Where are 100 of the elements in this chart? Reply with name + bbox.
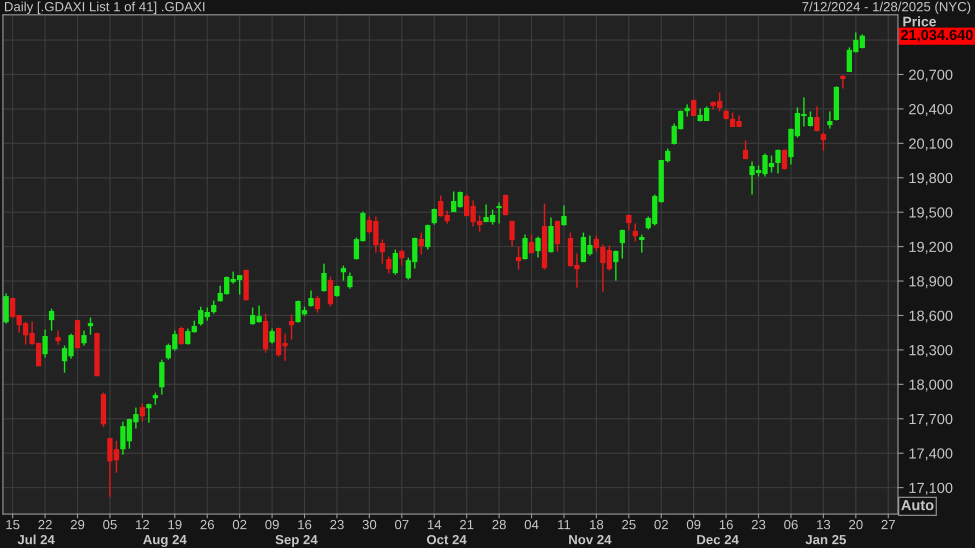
y-tick-label: 18,300 [910, 345, 952, 358]
x-tick-label: 27 [882, 520, 895, 530]
candlestick [723, 108, 729, 120]
x-tick-label: 11 [558, 520, 570, 530]
y-tick-label: 19,500 [910, 207, 952, 220]
candlestick [159, 358, 164, 396]
x-tick-label: 06 [784, 520, 798, 530]
candlestick [620, 228, 625, 260]
x-tick-label: 07 [394, 520, 408, 530]
candlestick [639, 234, 644, 254]
candlestick [535, 236, 541, 258]
candlestick [48, 308, 54, 332]
candlestick [81, 330, 87, 346]
x-tick-label: 26 [200, 520, 214, 530]
x-tick-label: 02 [654, 520, 668, 530]
candlestick [321, 262, 327, 292]
text: Aug 24 [143, 534, 187, 547]
candlestick [782, 148, 788, 170]
candlestick [88, 316, 94, 336]
candlestick [496, 202, 502, 224]
candlestick [522, 234, 528, 260]
candlestick [516, 246, 522, 270]
x-tick-label: 15 [6, 520, 20, 530]
x-tick-label: 18 [590, 520, 604, 530]
text: 21,034.640 [900, 30, 973, 42]
candlestick [425, 224, 430, 250]
x-tick-label: 16 [298, 520, 312, 530]
x-tick-label: 19 [168, 520, 182, 530]
candlestick [502, 194, 508, 216]
x-tick-label: 02 [232, 520, 246, 530]
x-tick-label: 28 [492, 520, 506, 530]
candlestick [840, 74, 846, 90]
candlestick [775, 148, 781, 174]
y-tick-label: 20,100 [909, 138, 952, 150]
x-tick-label: 22 [38, 520, 52, 530]
y-tick-label: 19,800 [910, 172, 952, 185]
chart-title: Daily [.GDAXI List 1 of 41] .GDAXI [4, 2, 204, 14]
x-tick-label: 09 [265, 520, 279, 530]
text: Dec 24 [697, 534, 739, 544]
x-tick-label: 25 [622, 520, 636, 530]
candlestick [211, 300, 216, 314]
candlestick [392, 248, 398, 276]
candlestick [334, 284, 340, 298]
text: Jul 24 [18, 534, 55, 544]
candlestick [814, 106, 820, 132]
candlestick [554, 220, 560, 252]
candlestick [308, 290, 314, 308]
candlestick [691, 98, 696, 116]
candlestick [328, 276, 334, 307]
text: Oct 24 [426, 534, 467, 544]
y-tick-label: 17,100 [910, 482, 952, 495]
x-tick-label: 30 [362, 520, 376, 530]
x-tick-label: 23 [752, 520, 766, 530]
x-tick-label: 16 [720, 520, 733, 530]
candlestick [386, 256, 392, 274]
candlestick [820, 132, 826, 152]
candlestick [288, 314, 294, 340]
candlestick [269, 328, 275, 344]
candlestick [340, 264, 346, 282]
y-tick-label: 19,200 [910, 242, 952, 254]
candlestick [146, 402, 152, 424]
candlestick [684, 104, 690, 118]
text: Jan 25 [805, 534, 846, 544]
x-tick-label: 14 [428, 520, 442, 530]
x-tick-label: 05 [103, 520, 117, 530]
candlestick [55, 330, 61, 346]
candlestick [140, 402, 145, 422]
text: Sep 24 [276, 534, 318, 547]
candlestick [178, 326, 184, 346]
text: Nov 24 [569, 534, 612, 544]
x-tick-label: 20 [849, 520, 863, 530]
candlestick [418, 232, 424, 256]
x-tick-label: 12 [136, 520, 150, 530]
candlestick [509, 220, 515, 248]
candlestick [632, 222, 638, 242]
y-tick-label: 17,700 [910, 414, 952, 426]
candlestick [314, 295, 320, 314]
candlestick [528, 234, 534, 254]
y-tick-label: 17,400 [910, 448, 952, 460]
y-tick-label: 20,700 [909, 70, 952, 82]
x-tick-label: 29 [70, 520, 84, 530]
chart-subtitle: 7/12/2024 - 1/28/2025 (NYC) [802, 2, 970, 14]
candlestick [742, 140, 748, 160]
candlestick [347, 272, 353, 290]
text: Auto [901, 500, 934, 510]
candlestick [561, 204, 567, 226]
y-tick-label: 18,000 [910, 379, 952, 392]
candlestick [827, 110, 833, 130]
x-tick-label: 21 [460, 520, 474, 530]
y-tick-label: 20,400 [909, 104, 952, 116]
x-tick-label: 09 [686, 520, 700, 530]
candlestick [432, 208, 437, 226]
candlestick [42, 328, 48, 358]
y-tick-label: 18,900 [910, 276, 952, 288]
candlestick [613, 250, 618, 282]
candlestick [152, 392, 158, 406]
x-tick-label: 13 [817, 520, 830, 530]
candlestick [399, 248, 404, 266]
x-tick-label: 04 [524, 520, 538, 530]
candlestick [626, 214, 632, 232]
